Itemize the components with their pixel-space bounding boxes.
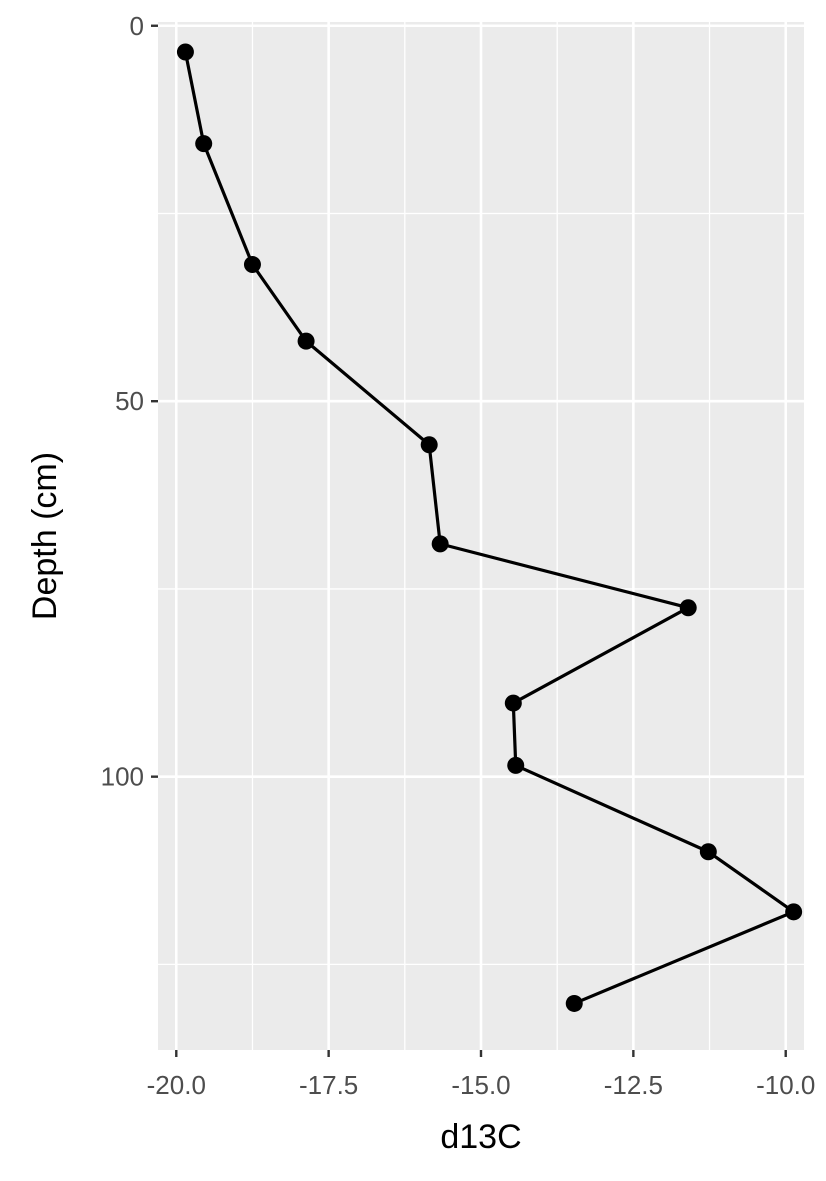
data-point [785, 903, 803, 921]
axes: -20.0 -17.5 -15.0 -12.5 -10.0 0 50 100 [101, 11, 816, 1100]
series-layer [176, 43, 803, 1012]
series-line [183, 51, 796, 1005]
grid-major [158, 22, 804, 1050]
data-point [504, 694, 522, 712]
x-tick-label: -15.0 [451, 1070, 510, 1100]
data-point [565, 994, 583, 1012]
x-tick-label: -10.0 [756, 1070, 815, 1100]
x-tick-label: -17.5 [299, 1070, 358, 1100]
data-point [176, 43, 194, 61]
data-point [699, 843, 717, 861]
y-tick-label: 0 [130, 11, 144, 41]
data-point [195, 135, 213, 153]
x-tick-label: -20.0 [147, 1070, 206, 1100]
data-point [420, 436, 438, 454]
data-point [431, 535, 449, 553]
y-axis-title: Depth (cm) [26, 452, 64, 620]
data-point [507, 756, 525, 774]
x-tick-label: -12.5 [604, 1070, 663, 1100]
data-point [679, 599, 697, 617]
data-point [297, 332, 315, 350]
x-axis-title: d13C [440, 1118, 521, 1156]
y-tick-label: 100 [101, 762, 144, 792]
y-tick-label: 50 [115, 386, 144, 416]
data-point [243, 256, 261, 274]
